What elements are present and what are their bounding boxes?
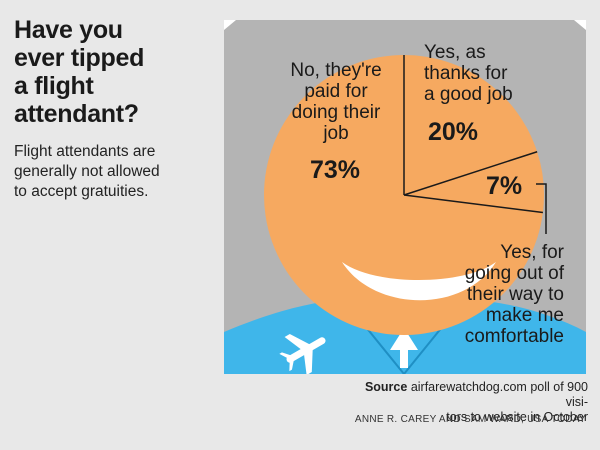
- source-label: Source: [364, 380, 408, 394]
- slice-label-extra: Yes, for going out of their way to make …: [464, 242, 564, 347]
- leader-line-7: [536, 183, 547, 234]
- smile-shape: [342, 262, 496, 301]
- slice-value-good-job: 20%: [428, 118, 479, 146]
- intro: Have you ever tipped a flight attendant?…: [14, 16, 214, 202]
- pie-slice-good-job: [404, 55, 538, 195]
- source-text: airfarewatchdog.com poll of 900 visi- to…: [410, 380, 588, 424]
- chart-title: Have you ever tipped a flight attendant?: [14, 16, 145, 128]
- slice-dividers: [403, 55, 543, 214]
- chart-subtitle: Flight attendants are generally not allo…: [14, 143, 160, 200]
- credit-line: ANNE R. CAREY AND SAM WARD, USA TODAY: [354, 414, 586, 425]
- divider-mid: [403, 151, 538, 196]
- slice-value-no: 73%: [310, 156, 361, 184]
- slice-label-good-job: Yes, as thanks for a good job: [424, 42, 513, 105]
- pie-illustration: No, they're paid for doing their job 73%…: [224, 20, 586, 376]
- pie-chart: [224, 20, 586, 376]
- wings-pin-icon: [390, 328, 418, 368]
- divider-low: [403, 194, 543, 214]
- pie-slice-extra: [404, 151, 544, 213]
- slice-label-no: No, they're paid for doing their job: [290, 60, 382, 144]
- slice-value-extra: 7%: [486, 172, 523, 200]
- source-note: Source airfarewatchdog.com poll of 900 v…: [340, 380, 588, 425]
- airplane-icon: [279, 333, 326, 376]
